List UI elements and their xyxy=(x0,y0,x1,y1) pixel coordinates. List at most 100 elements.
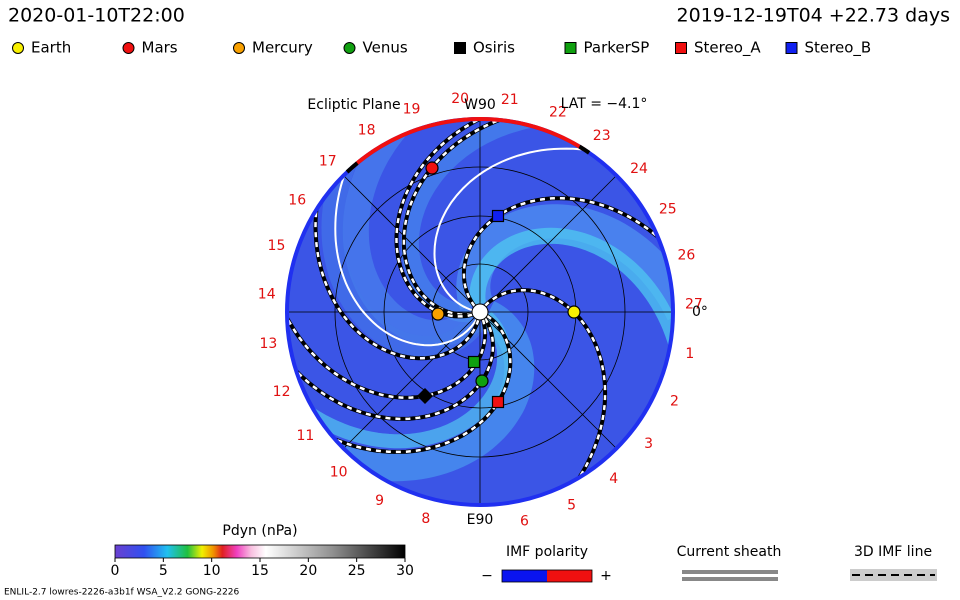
density-band xyxy=(296,311,512,449)
colorbar-tick-label: 15 xyxy=(251,563,269,579)
body-marker xyxy=(467,355,481,369)
right-label: 0° xyxy=(692,304,708,320)
sheath-title: Current sheath xyxy=(677,544,782,560)
density-band xyxy=(321,153,487,358)
body-marker xyxy=(425,161,439,175)
valid-time: 2020-01-10T22:00 xyxy=(8,5,185,27)
colorbar-tick-label: 10 xyxy=(203,563,221,579)
imf-negative xyxy=(502,570,547,582)
legend-marker xyxy=(564,42,577,54)
carrington-label: 25 xyxy=(659,201,677,217)
sheath-line xyxy=(682,577,778,581)
imf-line-title: 3D IMF line xyxy=(854,544,932,560)
legend-label: Mercury xyxy=(252,39,313,57)
carrington-label: 8 xyxy=(421,511,430,527)
colorbar-tick-label: 25 xyxy=(348,563,366,579)
sheath-line xyxy=(682,570,778,574)
carrington-label: 20 xyxy=(451,91,469,107)
sun xyxy=(471,303,489,321)
carrington-label: 23 xyxy=(593,128,611,144)
carrington-label: 27 xyxy=(685,297,703,313)
imf-line-dash xyxy=(484,288,607,497)
carrington-label: 4 xyxy=(609,471,618,487)
lat-label: LAT = −4.1° xyxy=(561,96,648,112)
grid-radial xyxy=(343,175,481,313)
density-band xyxy=(332,301,535,482)
carrington-label: 13 xyxy=(260,336,278,352)
carrington-label: 17 xyxy=(319,154,337,170)
imf-plus: + xyxy=(600,568,612,584)
legend-label: Stereo_B xyxy=(805,39,872,58)
colorbar-tick-label: 30 xyxy=(396,563,414,579)
colorbar xyxy=(114,544,406,559)
plot-title: Ecliptic Plane xyxy=(307,97,400,113)
carrington-label: 24 xyxy=(630,161,648,177)
legend-marker xyxy=(233,42,245,54)
carrington-label: 3 xyxy=(644,436,653,452)
body-marker xyxy=(491,209,505,223)
imf-line-dash xyxy=(287,317,495,421)
body-marker xyxy=(567,305,581,319)
polarity-arc xyxy=(350,117,586,170)
grid-radial xyxy=(479,175,617,313)
carrington-label: 1 xyxy=(685,346,694,362)
imf-positive xyxy=(547,570,592,582)
legend-marker xyxy=(454,42,466,54)
carrington-label: 22 xyxy=(549,105,567,121)
legend-marker xyxy=(122,42,135,54)
colorbar-tick-label: 0 xyxy=(111,563,120,579)
legend-marker xyxy=(675,42,687,54)
carrington-label: 16 xyxy=(288,193,306,209)
imf-minus: − xyxy=(481,568,493,584)
carrington-label: 14 xyxy=(258,287,276,303)
body-marker xyxy=(431,307,445,321)
legend-label: Mars xyxy=(142,39,178,57)
carrington-label: 15 xyxy=(268,238,286,254)
legend-label: Osiris xyxy=(473,39,515,57)
legend-marker xyxy=(12,42,24,54)
legend-label: Stereo_A xyxy=(694,39,761,58)
top-label: W90 xyxy=(464,97,496,113)
density-band xyxy=(469,227,673,356)
carrington-label: 6 xyxy=(520,513,529,529)
current-sheet xyxy=(433,147,608,312)
imf-line-dash xyxy=(462,196,673,307)
legend-label: Earth xyxy=(31,39,71,57)
carrington-label: 12 xyxy=(273,384,291,400)
imf-line-dash xyxy=(313,314,512,454)
imf-box xyxy=(501,569,593,583)
carrington-label: 2 xyxy=(670,393,679,409)
body-marker xyxy=(491,395,505,409)
imf-title: IMF polarity xyxy=(506,544,588,560)
carrington-label: 5 xyxy=(567,497,576,513)
imf-line-dash xyxy=(314,186,480,360)
imf-line-dash xyxy=(287,296,487,399)
current-sheet xyxy=(334,153,478,347)
legend-marker xyxy=(785,42,798,54)
body-marker xyxy=(475,374,489,388)
carrington-label: 11 xyxy=(297,428,315,444)
carrington-label: 19 xyxy=(403,101,421,117)
carrington-label: 18 xyxy=(358,123,376,139)
grid-radial xyxy=(343,311,481,449)
sheath-arc xyxy=(578,144,591,155)
colorbar-title: Pdyn (nPa) xyxy=(222,523,297,539)
sheath-arc xyxy=(345,161,359,174)
legend-label: ParkerSP xyxy=(584,39,650,57)
carrington-label: 10 xyxy=(330,465,348,481)
legend-marker xyxy=(343,42,356,54)
carrington-label: 9 xyxy=(375,493,384,509)
colorbar-tick-label: 5 xyxy=(159,563,168,579)
density-band xyxy=(400,119,540,323)
legend-label: Venus xyxy=(363,39,408,57)
carrington-label: 26 xyxy=(677,247,695,263)
footer: ENLIL-2.7 lowres-2226-a3b1f WSA_V2.2 GON… xyxy=(4,588,240,598)
run-info: 2019-12-19T04 +22.73 days xyxy=(677,5,950,27)
carrington-label: 21 xyxy=(501,92,519,108)
colorbar-tick-label: 20 xyxy=(299,563,317,579)
legend: Earth Mars Mercury Venus Osiris ParkerSP Stere… xyxy=(12,39,872,58)
body-marker xyxy=(417,388,433,404)
bottom-label: E90 xyxy=(467,512,494,528)
